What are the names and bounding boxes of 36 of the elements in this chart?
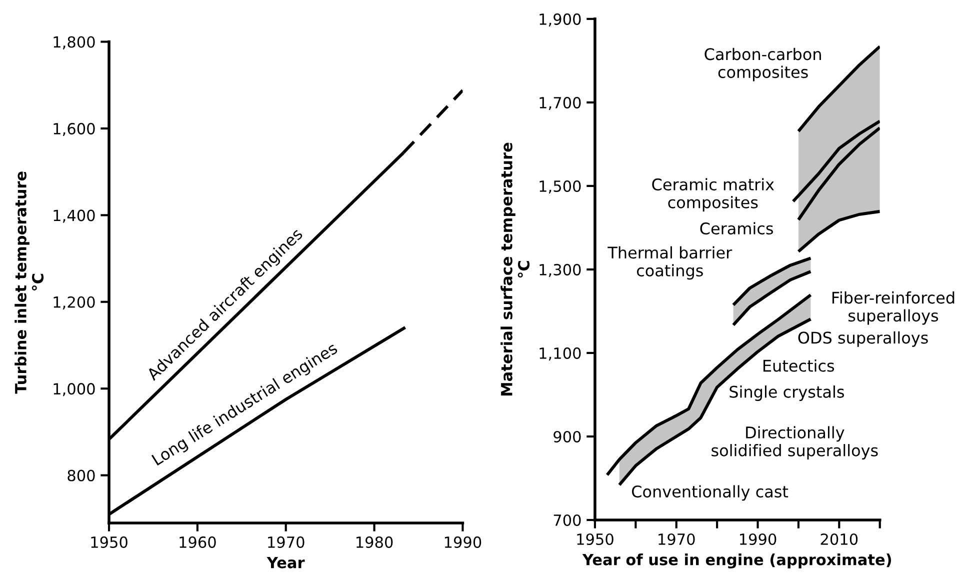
annotation: Fiber-reinforced superalloys bbox=[832, 291, 954, 325]
y-tick-label: 700 bbox=[554, 514, 581, 526]
x-axis-title: Year of use in engine (approximate) bbox=[582, 554, 892, 568]
y-tick-label: 1,200 bbox=[54, 296, 95, 310]
y-tick-label: 1,400 bbox=[54, 210, 95, 223]
annotation: Directionally solidified superalloys bbox=[712, 426, 878, 460]
y-tick-label: 1,600 bbox=[54, 122, 95, 136]
y-tick-label: 1,700 bbox=[540, 96, 581, 110]
y-tick-label: 1,300 bbox=[540, 264, 581, 278]
x-tick-label: 1960 bbox=[180, 536, 216, 548]
annotation: Carbon-carbon composites bbox=[704, 48, 821, 82]
annotation: Eutectics bbox=[764, 359, 834, 372]
x-tick-label: 2010 bbox=[820, 533, 858, 546]
y-tick-label: 900 bbox=[554, 430, 581, 443]
y-tick-label: 1,900 bbox=[540, 13, 581, 26]
y-axis-title: Turbine inlet temperature °C bbox=[14, 172, 44, 394]
x-tick-label: 1970 bbox=[268, 536, 304, 548]
y-tick-label: 1,500 bbox=[540, 180, 581, 194]
annotation: Ceramic matrix composites bbox=[652, 178, 774, 212]
x-tick-label: 1980 bbox=[356, 536, 393, 548]
annotation: Single crystals bbox=[730, 385, 844, 401]
y-tick-label: 1,000 bbox=[54, 383, 95, 396]
y-tick-label: 1,800 bbox=[54, 36, 95, 50]
x-tick-label: 1970 bbox=[658, 533, 695, 546]
y-tick-label: 1,100 bbox=[540, 347, 581, 361]
x-axis-title: Year bbox=[266, 556, 305, 568]
annotation: Ceramics bbox=[700, 222, 773, 235]
annotation: Thermal barrier coatings bbox=[608, 246, 732, 280]
annotation: ODS superalloys bbox=[798, 331, 928, 347]
x-tick-label: 1950 bbox=[91, 536, 128, 548]
y-tick-label: 800 bbox=[68, 470, 95, 482]
x-tick-label: 1990 bbox=[444, 536, 482, 548]
y-axis-title: Material surface temperature °C bbox=[500, 142, 530, 396]
annotation: Conventionally cast bbox=[632, 485, 788, 501]
x-tick-label: 1990 bbox=[740, 533, 776, 546]
x-tick-label: 1950 bbox=[577, 533, 614, 546]
